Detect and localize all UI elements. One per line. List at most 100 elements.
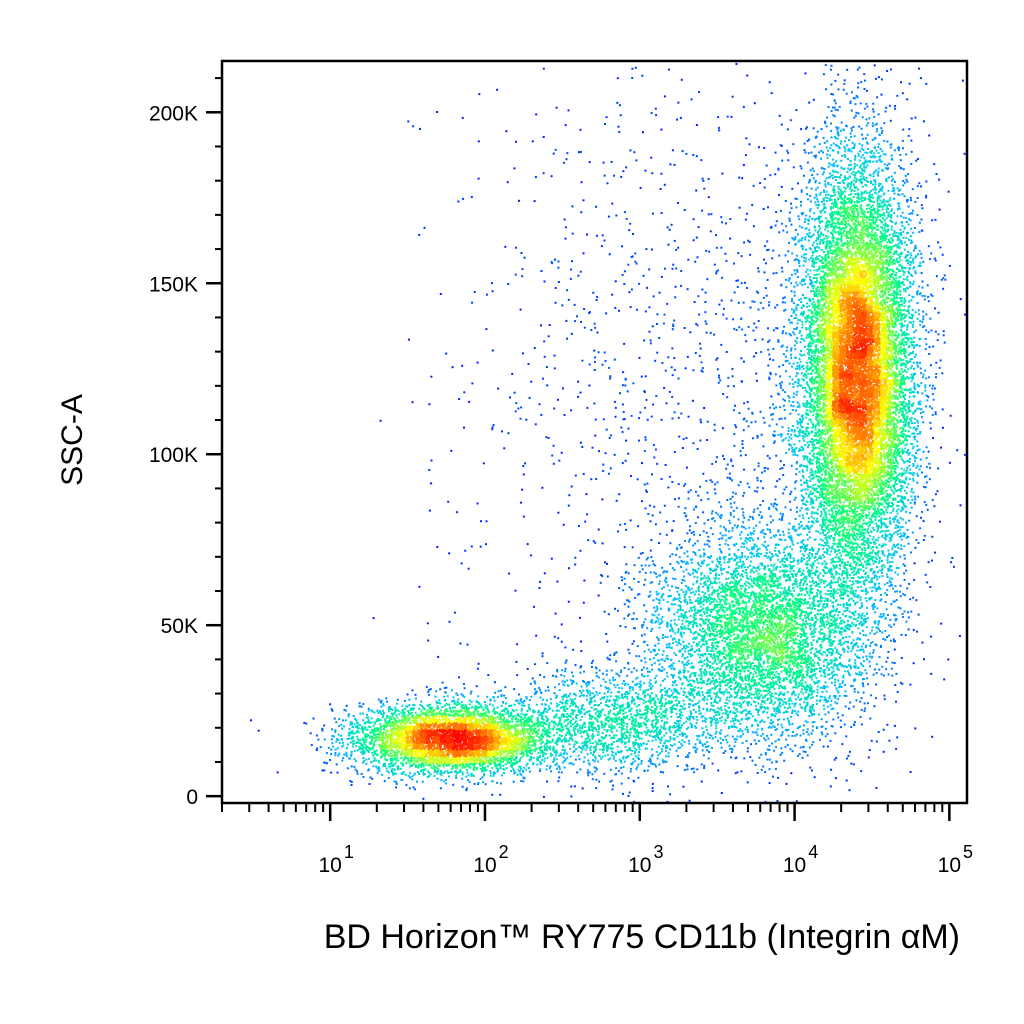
- event-dot: [813, 386, 816, 389]
- event-dot: [831, 221, 834, 224]
- event-dot: [823, 349, 826, 352]
- event-dot: [787, 260, 789, 263]
- event-dot: [794, 454, 797, 456]
- event-dot: [858, 376, 861, 379]
- event-dot: [863, 79, 866, 82]
- event-dot: [834, 137, 837, 140]
- event-dot: [869, 222, 872, 225]
- event-dot: [905, 569, 908, 572]
- event-dot: [871, 204, 874, 207]
- event-dot: [925, 475, 928, 478]
- event-dot: [902, 349, 905, 352]
- event-dot: [861, 144, 864, 147]
- event-dot: [909, 511, 912, 514]
- event-dot: [876, 455, 879, 458]
- event-dot: [855, 94, 858, 97]
- event-dot: [849, 243, 852, 246]
- event-dot: [815, 581, 817, 583]
- event-dot: [850, 550, 853, 553]
- event-dot: [935, 376, 937, 379]
- event-dot: [898, 149, 900, 152]
- event-dot: [840, 313, 843, 316]
- event-dot: [868, 492, 871, 495]
- event-dot: [896, 288, 898, 291]
- event-dot: [838, 147, 841, 150]
- event-dot: [850, 109, 853, 112]
- event-dot: [902, 396, 905, 399]
- event-dot: [810, 438, 813, 441]
- event-dot: [815, 446, 817, 449]
- event-dot: [797, 413, 800, 416]
- event-dot: [879, 519, 881, 522]
- event-dot: [899, 488, 902, 490]
- event-dot: [874, 509, 877, 512]
- event-dot: [863, 267, 866, 270]
- event-dot: [896, 501, 899, 503]
- event-dot: [902, 337, 905, 340]
- event-dot: [826, 447, 829, 450]
- event-dot: [809, 326, 812, 329]
- event-dot: [798, 332, 801, 334]
- event-dot: [781, 389, 784, 392]
- event-dot: [807, 219, 810, 222]
- event-dot: [895, 293, 898, 296]
- event-dot: [869, 216, 871, 219]
- event-dot: [806, 306, 808, 308]
- event-dot: [813, 307, 816, 310]
- event-dot: [820, 352, 823, 355]
- event-dot: [791, 321, 794, 324]
- event-dot: [899, 526, 902, 529]
- event-dot: [890, 440, 893, 443]
- event-dot: [917, 403, 920, 405]
- event-dot: [912, 261, 915, 264]
- event-dot: [873, 461, 876, 464]
- event-dot: [901, 139, 904, 142]
- event-dot: [850, 398, 853, 401]
- event-dot: [873, 152, 876, 155]
- event-dot: [871, 305, 873, 308]
- event-dot: [851, 147, 854, 150]
- event-dot: [821, 449, 824, 452]
- event-dot: [824, 372, 827, 375]
- event-dot: [913, 578, 916, 581]
- event-dot: [867, 340, 870, 343]
- event-dot: [886, 266, 889, 269]
- event-dot: [888, 268, 891, 271]
- event-dot: [905, 332, 908, 335]
- event-dot: [905, 443, 908, 446]
- event-dot: [840, 140, 843, 143]
- event-dot: [882, 387, 885, 390]
- event-dot: [882, 200, 885, 203]
- event-dot: [852, 125, 855, 128]
- event-dot: [888, 540, 891, 543]
- event-dot: [914, 256, 917, 259]
- event-dot: [891, 375, 894, 378]
- event-dot: [887, 253, 889, 256]
- event-dot: [923, 501, 926, 503]
- event-dot: [876, 489, 879, 492]
- event-dot: [838, 388, 841, 391]
- event-dot: [865, 504, 868, 507]
- event-dot: [915, 466, 918, 469]
- event-dot: [816, 173, 819, 176]
- event-dot: [825, 347, 828, 350]
- event-dots: [250, 63, 966, 803]
- event-dot: [914, 388, 917, 391]
- event-dot: [917, 542, 920, 544]
- event-dot: [909, 219, 912, 222]
- event-dot: [829, 332, 832, 335]
- event-dot: [869, 467, 872, 469]
- event-dot: [890, 479, 893, 482]
- event-dot: [793, 333, 796, 336]
- event-dot: [860, 555, 863, 558]
- event-dot: [891, 319, 894, 322]
- event-dot: [804, 402, 807, 405]
- event-dot: [881, 311, 884, 313]
- event-dot: [845, 735, 848, 738]
- event-dot: [845, 422, 848, 425]
- event-dot: [820, 149, 823, 152]
- event-dot: [867, 198, 870, 200]
- event-dot: [913, 422, 916, 424]
- event-dot: [827, 286, 830, 289]
